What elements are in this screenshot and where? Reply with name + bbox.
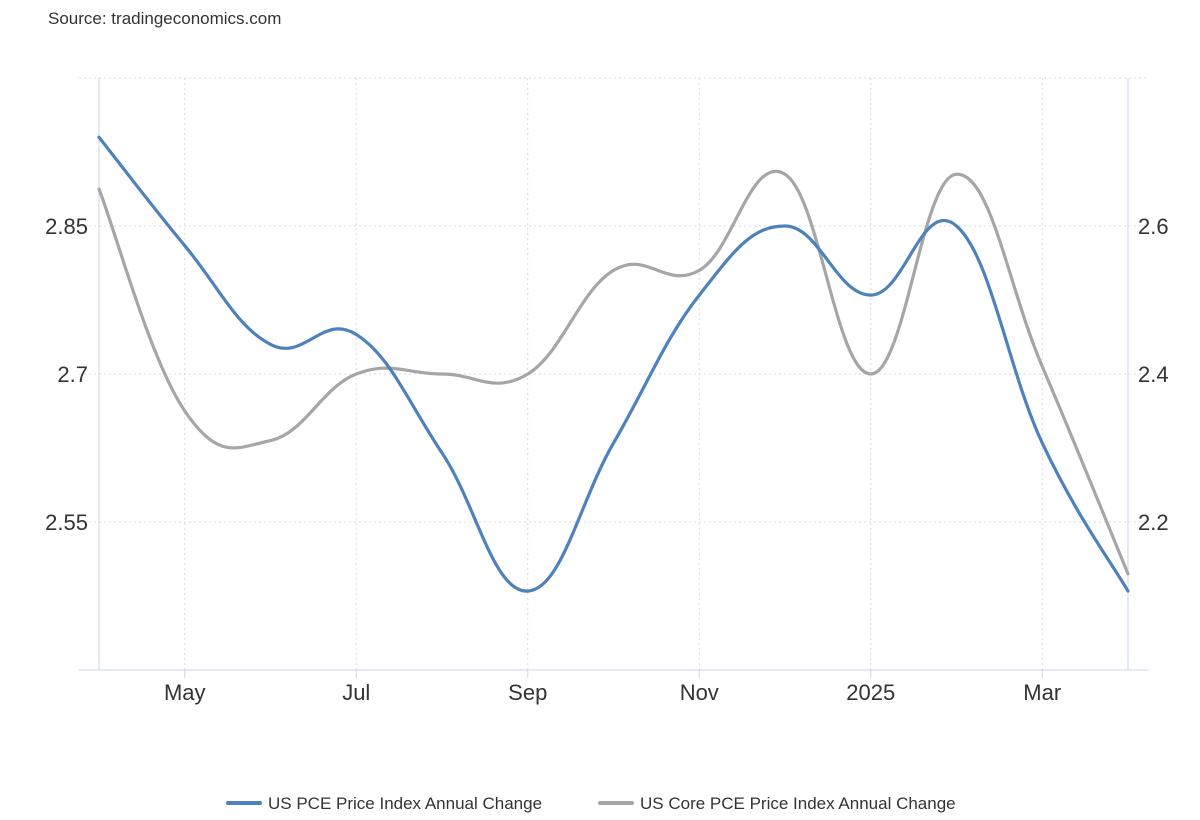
left-tick-label: 2.7 xyxy=(57,362,88,387)
tick-labels: 2.55 2.7 2.85 2.2 2.4 2.6 May Jul Sep Nov 2025 Mar xyxy=(45,214,1168,705)
axes xyxy=(79,78,1148,678)
legend: US PCE Price Index Annual Change US Core … xyxy=(226,794,956,813)
left-tick-label: 2.85 xyxy=(45,214,88,239)
source-label: Source: tradingeconomics.com xyxy=(48,9,282,28)
x-tick-label: May xyxy=(164,680,206,705)
x-tick-label: Nov xyxy=(680,680,719,705)
left-tick-label: 2.55 xyxy=(45,510,88,535)
series-lines xyxy=(97,135,1130,593)
right-tick-label: 2.2 xyxy=(1138,510,1169,535)
grid-lines xyxy=(79,77,1148,670)
series-line-pce xyxy=(97,135,1130,593)
x-tick-label: Jul xyxy=(342,680,370,705)
x-tick-label: Mar xyxy=(1023,680,1061,705)
x-tick-label: Sep xyxy=(508,680,547,705)
legend-label[interactable]: US Core PCE Price Index Annual Change xyxy=(640,794,956,813)
legend-label[interactable]: US PCE Price Index Annual Change xyxy=(268,794,542,813)
right-tick-label: 2.4 xyxy=(1138,362,1169,387)
right-tick-label: 2.6 xyxy=(1138,214,1169,239)
series-line-core-pce xyxy=(97,169,1130,576)
x-tick-label: 2025 xyxy=(846,680,895,705)
